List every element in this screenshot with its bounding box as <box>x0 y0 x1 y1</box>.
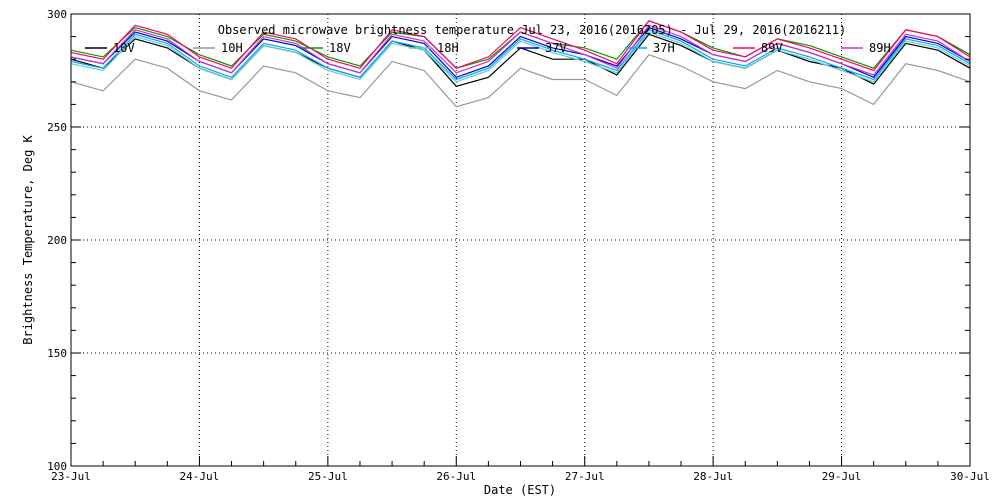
grid <box>71 14 970 466</box>
legend-label-18h: 18H <box>437 41 459 55</box>
x-tick-label: 24-Jul <box>180 470 220 483</box>
y-tick-label: 300 <box>47 8 67 21</box>
x-tick-label: 23-Jul <box>51 470 91 483</box>
x-tick-label: 27-Jul <box>565 470 605 483</box>
legend-label-18v: 18V <box>329 41 351 55</box>
legend-label-89h: 89H <box>869 41 891 55</box>
legend-label-89v: 89V <box>761 41 783 55</box>
x-tick-label: 29-Jul <box>822 470 862 483</box>
series-lines <box>70 20 971 108</box>
series-line-37h <box>70 29 971 81</box>
x-tick-label: 25-Jul <box>308 470 348 483</box>
x-tick-label: 28-Jul <box>693 470 733 483</box>
series-line-10v <box>70 33 971 87</box>
legend: 10V 10H 18V 18H 37V 37H 89V 89H <box>85 41 891 55</box>
y-tick-label: 150 <box>47 347 67 360</box>
y-tick-label: 250 <box>47 121 67 134</box>
x-axis-label: Date (EST) <box>484 483 556 497</box>
legend-label-10v: 10V <box>113 41 135 55</box>
series-line-89v <box>70 20 971 72</box>
legend-label-37h: 37H <box>653 41 675 55</box>
chart-title: Observed microwave brightness temperatur… <box>218 23 847 37</box>
x-tick-label: 26-Jul <box>436 470 476 483</box>
y-tick-label: 200 <box>47 234 67 247</box>
series-line-10h <box>70 53 971 108</box>
legend-label-37v: 37V <box>545 41 567 55</box>
series-line-18h <box>70 31 971 83</box>
y-tick-label: 100 <box>47 460 67 473</box>
series-line-89h <box>70 24 971 76</box>
y-axis-label: Brightness Temperature, Deg K <box>21 134 35 344</box>
ticks: 100 150 200 250 300 23-Jul 24-Jul 25-Jul 26-Jul 2… <box>47 8 990 483</box>
legend-label-10h: 10H <box>221 41 243 55</box>
x-tick-label: 30-Jul <box>950 470 990 483</box>
